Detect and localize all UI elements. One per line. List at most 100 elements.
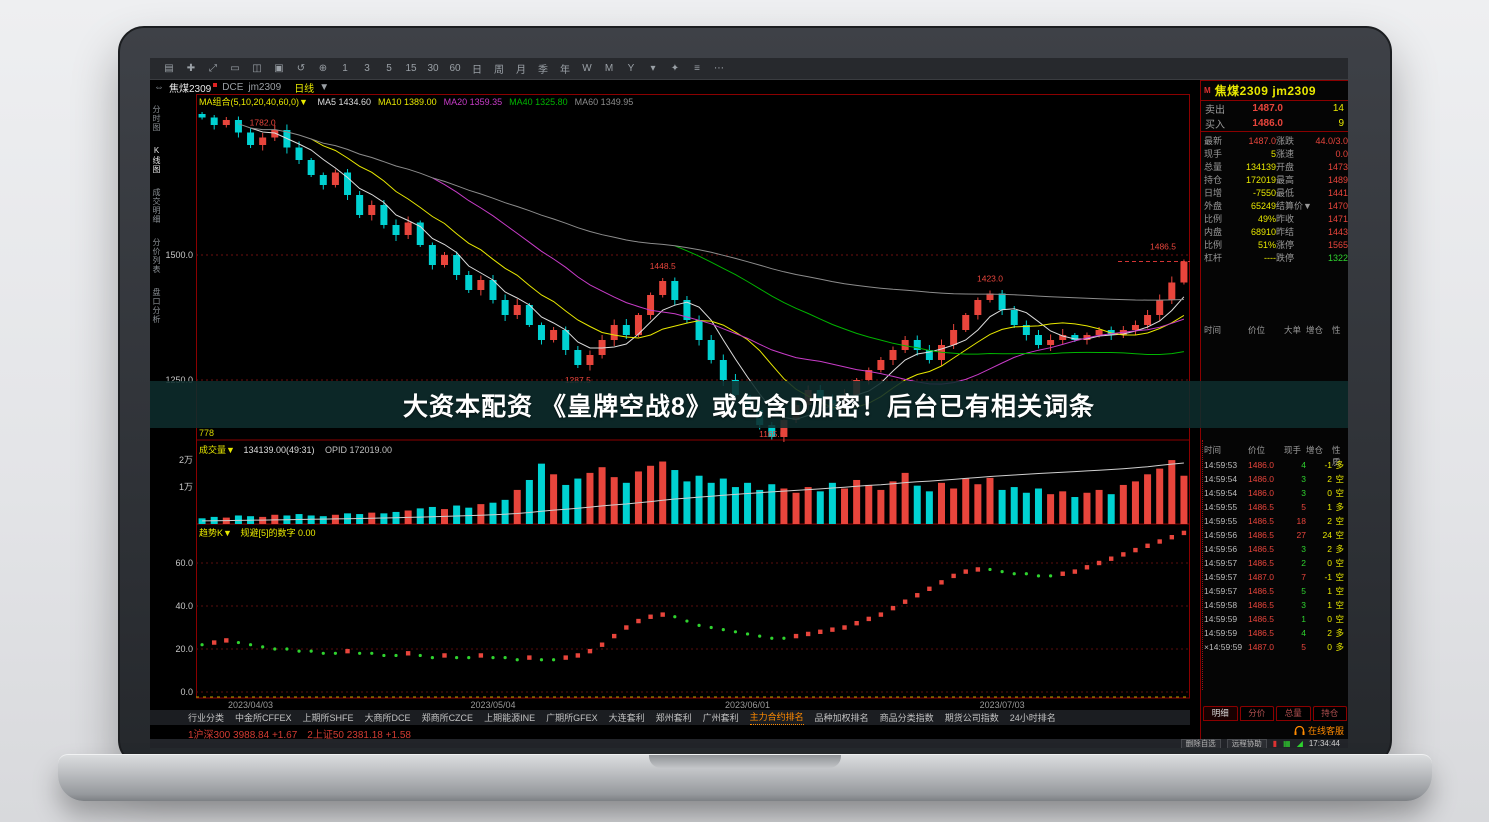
- bid-label: 买入: [1205, 120, 1225, 131]
- toolbar-icon[interactable]: M: [604, 63, 614, 74]
- toolbar-icon[interactable]: ▾: [650, 63, 656, 74]
- svg-text:1165.5: 1165.5: [759, 429, 785, 439]
- ask-qty: 14: [1332, 103, 1344, 114]
- market-tab-12[interactable]: 品种加权排名: [814, 713, 869, 723]
- trade-row: 14:59:57 1486.5 2 0 空: [1204, 558, 1344, 568]
- quote-symbol-name: 焦煤2309: [1214, 84, 1269, 98]
- quote-cell: 65249: [1250, 201, 1276, 211]
- toolbar-icon[interactable]: 年: [560, 65, 570, 76]
- quote-cell: 0.0: [1335, 149, 1348, 159]
- market-tab-6[interactable]: 上期能源INE: [484, 713, 536, 723]
- market-tab-13[interactable]: 商品分类指数: [879, 713, 934, 723]
- market-tab-3[interactable]: 上期所SHFE: [302, 713, 354, 723]
- toolbar-icon[interactable]: ✦: [670, 63, 680, 74]
- svg-text:1万: 1万: [179, 482, 193, 492]
- trade-row: 14:59:54 1486.0 3 2 空: [1204, 474, 1344, 484]
- toolbar-icon[interactable]: 15: [405, 63, 417, 74]
- market-tab-9[interactable]: 郑州套利: [655, 713, 692, 723]
- detail-tab-2[interactable]: 分价: [1239, 706, 1274, 721]
- symbol-name: 焦煤2309: [169, 84, 212, 95]
- signal-value: 规避[5]的数字 0.00: [240, 528, 316, 538]
- symbol-nav-icon[interactable]: ⇔: [154, 82, 164, 93]
- left-tab-5[interactable]: 盘口分析: [152, 288, 161, 324]
- toolbar-icon[interactable]: ▭: [230, 63, 240, 74]
- toolbar-icon[interactable]: ▣: [274, 63, 284, 74]
- kline-chart-canvas[interactable]: 1500.0 1250.0 2万 1万 60.0 40.0 20.0 0.0 778 2023/0…: [163, 94, 1190, 710]
- ma-label[interactable]: MA组合(5,10,20,40,60,0)▼: [199, 97, 308, 107]
- market-tab-2[interactable]: 中金所CFFEX: [235, 713, 292, 723]
- customer-service-link[interactable]: 在线客服: [1294, 724, 1344, 737]
- detail-tab-4[interactable]: 持仓: [1312, 706, 1347, 721]
- toolbar-icon[interactable]: ≡: [694, 63, 700, 74]
- market-tab-10[interactable]: 广州套利: [702, 713, 739, 723]
- left-tab-1[interactable]: 分时图: [152, 105, 161, 132]
- status-button[interactable]: 远程协助: [1226, 738, 1267, 748]
- market-tab-4[interactable]: 大商所DCE: [364, 713, 411, 723]
- detail-tab-1[interactable]: 明细: [1203, 706, 1238, 721]
- quote-cell: 比例: [1204, 214, 1223, 224]
- period-selector[interactable]: 日线: [294, 84, 315, 95]
- toolbar-icon[interactable]: 日: [472, 65, 482, 76]
- laptop-frame: ▤ ✚ ⤢ ▭ ◫ ▣ ↺ ⊕ 1 3 5 15 30 60 日 周 月 季 年 W M Y ▾ ✦ ≡ ⋯ ⇔ 焦煤2309 D…: [118, 26, 1392, 766]
- connection-grid-icon: ▦: [1283, 739, 1291, 748]
- quote-cell: 1470: [1327, 201, 1348, 211]
- svg-text:1287.5: 1287.5: [565, 375, 591, 385]
- detail-tab-3[interactable]: 总量: [1276, 706, 1311, 721]
- quote-cell: 172019: [1245, 175, 1276, 185]
- trade-row: 14:59:59 1486.5 1 0 空: [1204, 614, 1344, 624]
- toolbar-icon[interactable]: 3: [364, 63, 370, 74]
- toolbar-icon[interactable]: ↺: [296, 63, 306, 74]
- column-header: 价位: [1248, 325, 1266, 335]
- toolbar-icon[interactable]: ▤: [164, 63, 174, 74]
- svg-text:1423.0: 1423.0: [977, 274, 1003, 284]
- toolbar-icon[interactable]: 周: [494, 65, 504, 76]
- svg-text:2023/07/03: 2023/07/03: [980, 700, 1025, 710]
- column-header: 价位: [1248, 445, 1266, 455]
- left-tab-2[interactable]: K线图: [152, 146, 161, 174]
- toolbar-icon[interactable]: ◫: [252, 63, 262, 74]
- toolbar-icon[interactable]: 季: [538, 65, 548, 76]
- market-tab-11[interactable]: 主力合约排名: [749, 710, 804, 725]
- index-ticker: 1沪深300 3988.84 +1.67 2上证50 2381.18 +1.58: [188, 730, 411, 741]
- headline-overlay: 大资本配资 《皇牌空战8》或包含D加密！后台已有相关词条: [150, 381, 1348, 428]
- toolbar-icon[interactable]: 60: [449, 63, 461, 74]
- status-button[interactable]: 删除自选: [1180, 738, 1221, 748]
- toolbar-icon[interactable]: Y: [627, 63, 635, 74]
- trade-row: ×14:59:59 1487.0 5 0 多: [1204, 642, 1344, 652]
- signal-label[interactable]: 趋势K▼: [199, 528, 232, 538]
- toolbar-icon[interactable]: 1: [342, 63, 348, 74]
- trade-row: 14:59:53 1486.0 4 -1 多: [1204, 460, 1344, 470]
- trading-app-screen: ▤ ✚ ⤢ ▭ ◫ ▣ ↺ ⊕ 1 3 5 15 30 60 日 周 月 季 年 W M Y ▾ ✦ ≡ ⋯ ⇔ 焦煤2309 D…: [150, 58, 1348, 748]
- chart-area[interactable]: 1500.0 1250.0 2万 1万 60.0 40.0 20.0 0.0 778 2023/0…: [163, 94, 1190, 710]
- toolbar-icon[interactable]: 5: [386, 63, 392, 74]
- volume-indicator-row: 成交量▼ 134139.00(49:31) OPID 172019.00: [199, 443, 392, 456]
- toolbar-icon[interactable]: ⋯: [714, 63, 724, 74]
- quote-cell: -7550: [1252, 188, 1276, 198]
- volume-label[interactable]: 成交量▼: [199, 445, 235, 455]
- market-tab-8[interactable]: 大连套利: [608, 713, 645, 723]
- quote-cell: 外盘: [1204, 201, 1223, 211]
- market-tab-7[interactable]: 广期所GFEX: [546, 713, 598, 723]
- volume-value: 134139.00(49:31): [243, 445, 315, 455]
- left-tab-4[interactable]: 分价列表: [152, 238, 161, 274]
- toolbar-icon[interactable]: ✚: [186, 63, 196, 74]
- svg-text:40.0: 40.0: [175, 601, 193, 611]
- chevron-down-icon[interactable]: ▼: [319, 82, 330, 93]
- market-tab-1[interactable]: 行业分类: [188, 713, 225, 723]
- quote-cell: 1487.0: [1248, 136, 1276, 146]
- market-tab-15[interactable]: 24小时排名: [1009, 713, 1056, 723]
- toolbar-icon[interactable]: 月: [516, 65, 526, 76]
- svg-text:2023/05/04: 2023/05/04: [470, 700, 515, 710]
- market-tab-14[interactable]: 期货公司指数: [944, 713, 999, 723]
- left-tab-3[interactable]: 成交明细: [152, 188, 161, 224]
- svg-text:1500.0: 1500.0: [165, 250, 193, 260]
- quote-cell: 1471: [1327, 214, 1348, 224]
- bid-row: 买入 1486.0 9: [1201, 116, 1348, 132]
- quote-cell: 涨速: [1276, 149, 1295, 159]
- toolbar-icon[interactable]: W: [582, 63, 592, 74]
- toolbar-icon[interactable]: ⊕: [318, 63, 328, 74]
- market-tab-5[interactable]: 郑商所CZCE: [421, 713, 474, 723]
- toolbar-icon[interactable]: 30: [427, 63, 439, 74]
- toolbar-icon[interactable]: ⤢: [209, 63, 217, 74]
- ask-price: 1487.0: [1252, 103, 1283, 114]
